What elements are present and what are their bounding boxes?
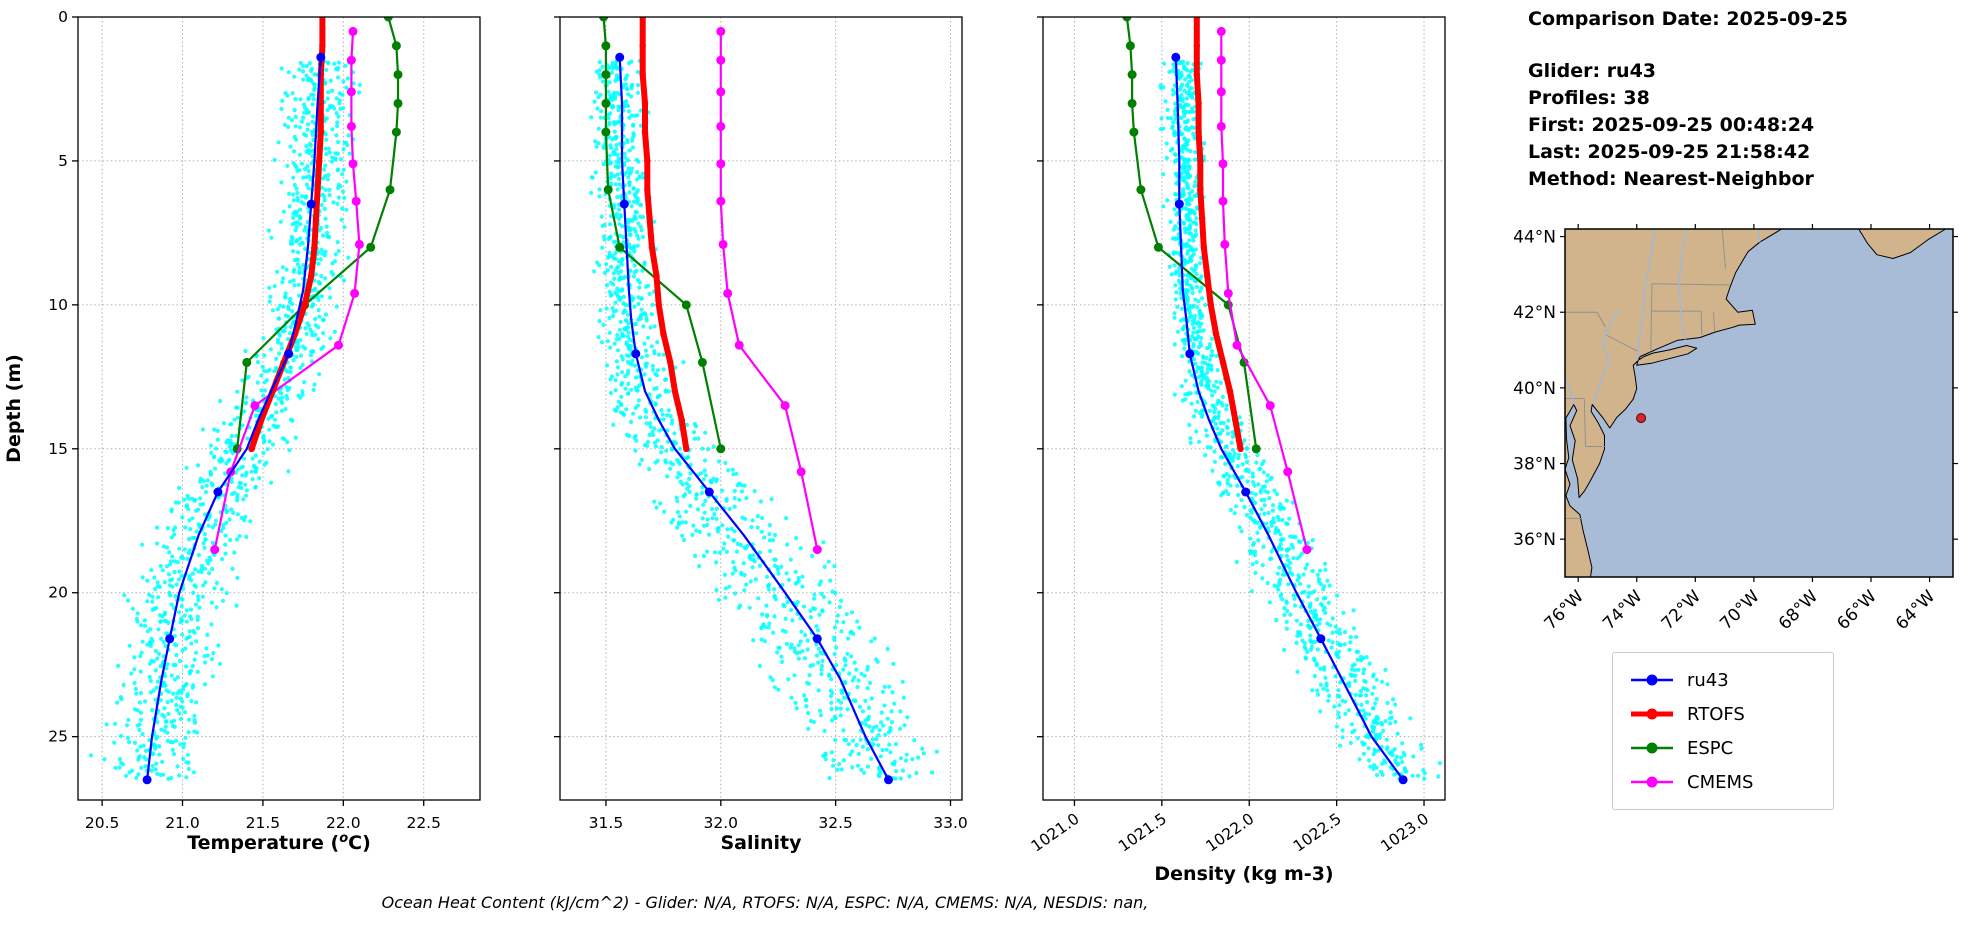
legend-item-rtofs: RTOFS xyxy=(1629,697,1817,731)
temperature-profile-xlabel: Temperature (oC) xyxy=(187,831,371,854)
svg-text:5: 5 xyxy=(58,152,68,170)
svg-text:25: 25 xyxy=(48,728,68,746)
legend-line-marker-icon xyxy=(1631,674,1673,686)
svg-text:36°N: 36°N xyxy=(1513,530,1556,550)
profiles-count: Profiles: 38 xyxy=(1528,87,1650,109)
legend-label: RTOFS xyxy=(1687,703,1745,725)
state-borders xyxy=(1565,229,1730,519)
ocean-heat-content-caption: Ocean Heat Content (kJ/cm^2) - Glider: N… xyxy=(381,893,1149,912)
svg-text:32.5: 32.5 xyxy=(818,814,853,832)
svg-text:21.0: 21.0 xyxy=(165,814,200,832)
info-spacer xyxy=(1528,33,1974,58)
interpolation-method: Method: Nearest-Neighbor xyxy=(1528,168,1814,190)
land xyxy=(1565,229,1947,577)
svg-text:70°W: 70°W xyxy=(1716,587,1763,634)
legend-item-ru43: ru43 xyxy=(1629,663,1817,697)
svg-text:74°W: 74°W xyxy=(1599,587,1646,634)
series-cmems xyxy=(1216,26,1312,555)
svg-text:31.5: 31.5 xyxy=(589,814,624,832)
legend: ru43 RTOFS ESPC CMEMS xyxy=(1612,652,1834,810)
series-cmems xyxy=(716,26,822,555)
last-profile-time: Last: 2025-09-25 21:58:42 xyxy=(1528,141,1811,163)
series-espc xyxy=(232,17,403,454)
density-profile-xlabel: Density (kg m-3) xyxy=(1154,863,1333,885)
svg-text:0: 0 xyxy=(58,8,68,26)
ticks: 20.5 21.0 21.5 22.0 22.5 0 5 10 15 20 25 xyxy=(48,8,441,832)
svg-text:68°W: 68°W xyxy=(1775,587,1822,634)
svg-text:32.0: 32.0 xyxy=(704,814,739,832)
svg-text:22.0: 22.0 xyxy=(326,814,361,832)
svg-text:10: 10 xyxy=(48,296,68,314)
series-ru43 xyxy=(1171,52,1408,785)
depth-axis-label: Depth (m) xyxy=(3,354,25,463)
legend-label: ru43 xyxy=(1687,669,1729,691)
glider-profile-points xyxy=(88,59,362,782)
series-rtofs xyxy=(639,17,690,452)
legend-label: CMEMS xyxy=(1687,771,1754,793)
svg-text:38°N: 38°N xyxy=(1513,455,1556,475)
svg-text:64°W: 64°W xyxy=(1892,587,1939,634)
svg-text:1022.5: 1022.5 xyxy=(1290,810,1345,856)
salinity-profile-axes: 31.5 32.0 32.5 33.0 Salinity xyxy=(554,16,968,854)
svg-text:1021.0: 1021.0 xyxy=(1028,810,1083,856)
glider-location-marker xyxy=(1636,413,1647,424)
profile-plots: 20.5 21.0 21.5 22.0 22.5 0 5 10 15 20 25 Temperatur… xyxy=(3,8,1446,885)
svg-text:1021.5: 1021.5 xyxy=(1115,810,1170,856)
series-cmems xyxy=(210,26,364,555)
temperature-profile-axes: 20.5 21.0 21.5 22.0 22.5 0 5 10 15 20 25 Temperatur… xyxy=(3,8,481,854)
svg-text:20.5: 20.5 xyxy=(85,814,120,832)
svg-text:66°W: 66°W xyxy=(1833,587,1880,634)
legend-line-marker-icon xyxy=(1631,776,1673,788)
series-ru43 xyxy=(142,52,326,785)
info-panel: Comparison Date: 2025-09-25 Glider: ru43… xyxy=(1528,6,1974,193)
series-rtofs xyxy=(1193,17,1244,452)
svg-text:72°W: 72°W xyxy=(1658,587,1705,634)
svg-text:22.5: 22.5 xyxy=(406,814,441,832)
density-profile-axes: 1021.0 1021.5 1022.0 1022.5 1023.0 Density (k… xyxy=(1028,16,1446,885)
svg-text:1023.0: 1023.0 xyxy=(1377,810,1432,856)
ticks: 31.5 32.0 32.5 33.0 xyxy=(554,16,968,832)
series-ru43 xyxy=(615,52,893,785)
grid xyxy=(78,16,480,800)
legend-line-marker-icon xyxy=(1631,742,1673,754)
svg-text:20: 20 xyxy=(48,584,68,602)
legend-line-marker-icon xyxy=(1631,708,1673,720)
legend-label: ESPC xyxy=(1687,737,1734,759)
legend-item-cmems: CMEMS xyxy=(1629,765,1817,799)
svg-text:76°W: 76°W xyxy=(1541,587,1588,634)
svg-text:40°N: 40°N xyxy=(1513,379,1556,399)
salinity-profile-xlabel: Salinity xyxy=(720,832,802,854)
first-profile-time: First: 2025-09-25 00:48:24 xyxy=(1528,114,1815,136)
svg-text:33.0: 33.0 xyxy=(933,814,968,832)
svg-text:15: 15 xyxy=(48,440,68,458)
legend-item-espc: ESPC xyxy=(1629,731,1817,765)
grid xyxy=(1043,16,1445,800)
location-map: 76°W 74°W 72°W 70°W 68°W 66°W 64°W 44°N 42°N 40°N… xyxy=(1513,224,1958,634)
glider-profile-points xyxy=(589,58,940,781)
svg-text:42°N: 42°N xyxy=(1513,303,1556,323)
svg-text:21.5: 21.5 xyxy=(246,814,281,832)
series-espc xyxy=(599,17,726,454)
comparison-date: Comparison Date: 2025-09-25 xyxy=(1528,8,1848,30)
glider-name: Glider: ru43 xyxy=(1528,60,1657,82)
rivers xyxy=(1565,229,1761,405)
svg-text:1022.0: 1022.0 xyxy=(1203,810,1258,856)
svg-text:44°N: 44°N xyxy=(1513,228,1556,248)
